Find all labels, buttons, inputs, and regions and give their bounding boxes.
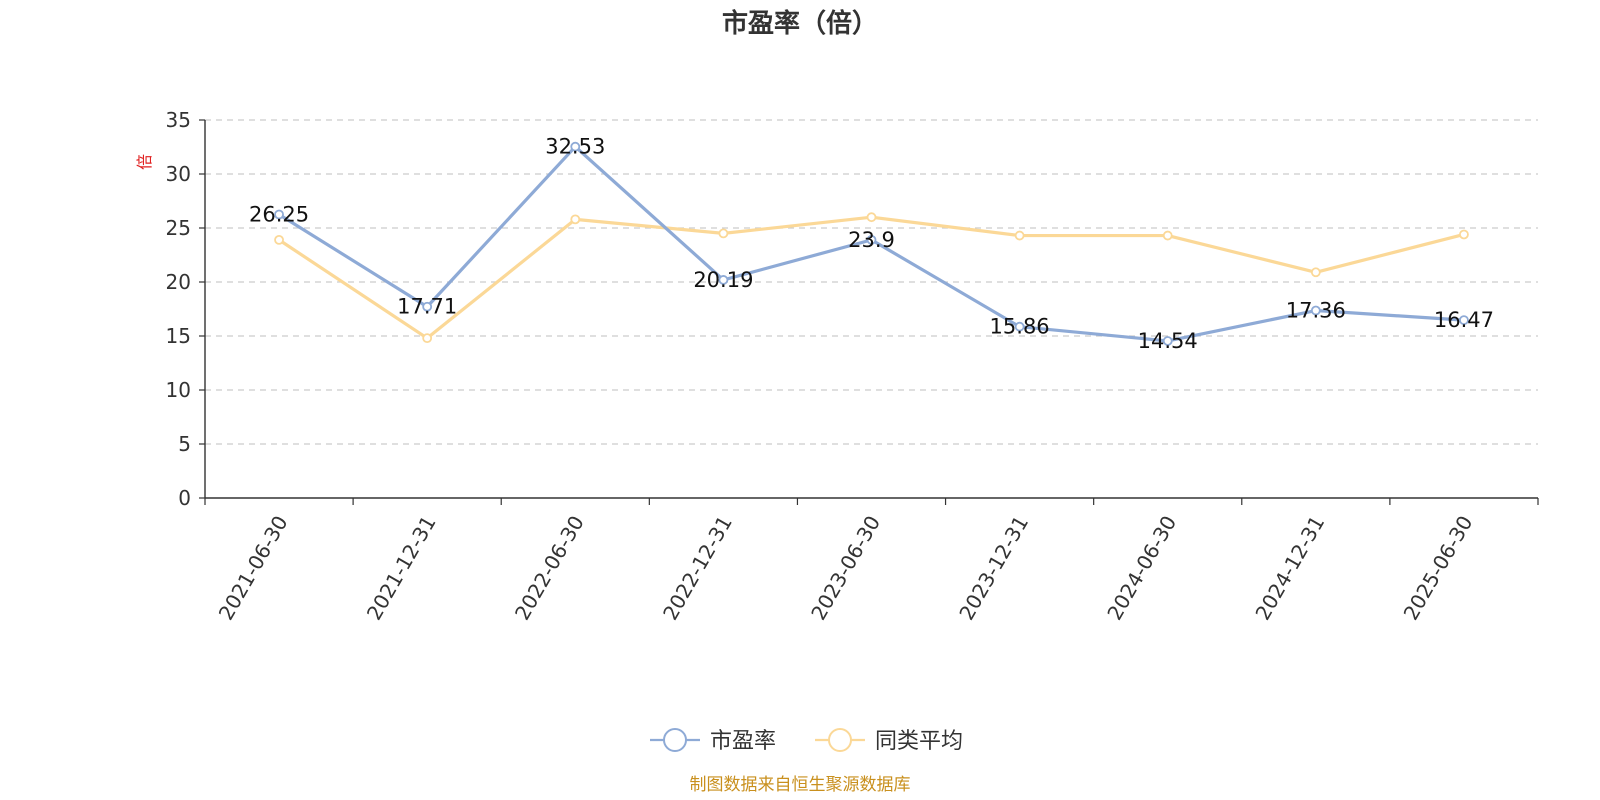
legend-marker-0	[663, 728, 687, 752]
data-point-0	[1014, 321, 1025, 332]
grid-lines	[205, 119, 1538, 445]
data-labels: 26.25 17.71 32.53 20.19 23.9 15.86 14.54 17.36 1…	[249, 135, 1494, 353]
data-point-0	[866, 234, 877, 245]
data-label: 23.9	[848, 228, 895, 252]
x-tick-label: 2021-06-30	[214, 512, 293, 625]
y-tick-label: 20	[166, 270, 191, 294]
data-point-0	[1310, 305, 1321, 316]
y-axis-label: 倍	[135, 154, 154, 170]
y-tick-label: 5	[178, 432, 191, 456]
data-point-0	[422, 301, 433, 312]
data-source-note: 制图数据来自恒生聚源数据库	[690, 775, 911, 795]
data-point-0	[718, 275, 729, 285]
legend-marker-1	[828, 728, 852, 752]
data-label: 14.54	[1138, 329, 1198, 353]
data-label: 17.36	[1286, 299, 1346, 323]
data-point-0	[1459, 315, 1469, 326]
y-tick-label: 35	[166, 108, 191, 132]
legend-item-0[interactable]: 市盈率	[650, 728, 776, 754]
data-point-0	[570, 141, 581, 152]
x-tick-label: 2023-12-31	[954, 512, 1033, 625]
data-point-1	[1014, 230, 1025, 241]
y-tick-label: 15	[166, 324, 191, 348]
y-tick-label: 10	[166, 378, 191, 402]
data-point-0	[274, 209, 284, 220]
axes: 0 5 10 15 20 25 30 35 2021-06-30 2021-12-31 2022-0…	[166, 108, 1539, 625]
data-point-1	[866, 212, 877, 223]
data-label: 32.53	[545, 135, 605, 159]
chart-title: 市盈率（倍）	[722, 8, 878, 39]
data-point-1	[570, 214, 581, 225]
legend-label-1: 同类平均	[875, 729, 963, 754]
x-tick-label: 2025-06-30	[1399, 512, 1478, 625]
data-label: 15.86	[990, 315, 1050, 339]
x-tick-label: 2022-12-31	[658, 512, 737, 625]
x-tick-label: 2021-12-31	[362, 511, 441, 624]
y-tick-label: 25	[166, 216, 191, 240]
data-point-1	[274, 234, 284, 245]
data-point-1	[1459, 229, 1469, 240]
y-tick-label: 30	[166, 162, 191, 186]
legend-label-0: 市盈率	[710, 729, 776, 754]
series-points	[274, 141, 1469, 346]
x-tick-label: 2024-12-31	[1250, 512, 1329, 625]
x-tick-label: 2023-06-30	[806, 512, 885, 625]
x-tick-label: 2022-06-30	[510, 512, 589, 625]
data-point-1	[1310, 267, 1321, 278]
legend-item-1[interactable]: 同类平均	[815, 728, 963, 754]
data-point-0	[1162, 336, 1173, 346]
x-tick-label: 2024-06-30	[1102, 512, 1181, 625]
data-label: 20.19	[693, 268, 753, 292]
data-point-1	[422, 333, 433, 344]
data-label: 26.25	[249, 203, 309, 227]
data-label: 17.71	[397, 295, 457, 319]
data-point-1	[1162, 230, 1173, 241]
data-label: 16.47	[1434, 308, 1494, 332]
data-point-1	[718, 228, 729, 239]
y-tick-label: 0	[178, 486, 191, 510]
legend[interactable]: 市盈率 同类平均	[650, 728, 963, 754]
